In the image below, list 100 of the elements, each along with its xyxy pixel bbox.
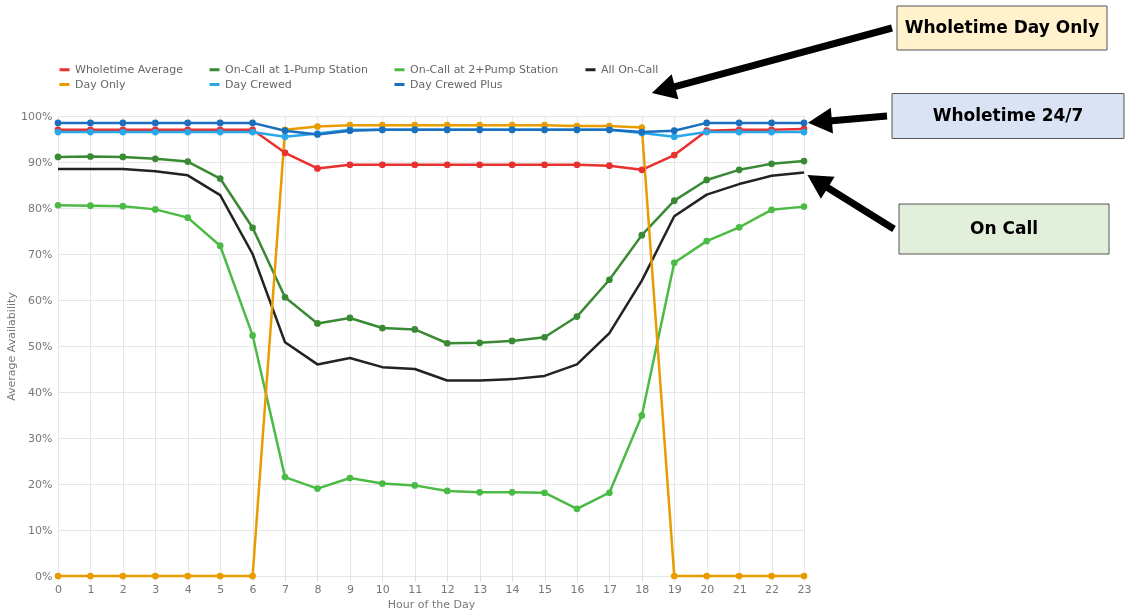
y-tick-label: 30% (28, 431, 53, 445)
y-tick-label: 70% (28, 247, 53, 261)
point (670, 127, 678, 135)
point (54, 153, 62, 161)
point (541, 333, 548, 341)
point (184, 158, 192, 165)
y-tick-label: 20% (28, 477, 53, 491)
point (87, 572, 94, 580)
point (670, 151, 678, 159)
x-tick-label: 14 (505, 582, 520, 596)
point (378, 324, 386, 332)
point (800, 572, 808, 580)
point (87, 202, 94, 210)
x-tick-label: 17 (602, 582, 617, 596)
x-tick-label: 15 (538, 582, 553, 596)
point (119, 572, 127, 580)
x-tick-label: 3 (152, 582, 160, 596)
x-tick-label: 4 (184, 582, 192, 596)
y-tick-label: 100% (21, 109, 53, 123)
point (703, 119, 711, 127)
point (800, 157, 808, 165)
y-tick-label: 0% (35, 569, 53, 583)
point (151, 572, 159, 580)
point (638, 231, 646, 239)
legend-label: Day Crewed (225, 77, 292, 91)
text: On Call (969, 218, 1039, 238)
point (411, 161, 419, 169)
point (411, 482, 419, 489)
point (443, 487, 451, 495)
point (314, 320, 321, 327)
x-tick-label: 23 (797, 582, 812, 596)
point (119, 202, 127, 210)
point (54, 201, 62, 209)
point (476, 339, 484, 347)
point (119, 153, 127, 161)
point (54, 572, 62, 580)
point (411, 326, 419, 333)
point (703, 572, 711, 580)
x-tick-label: 19 (667, 582, 682, 596)
point (346, 474, 354, 482)
point (573, 505, 581, 513)
x-tick-label: 13 (473, 582, 488, 596)
point (573, 161, 581, 169)
point (443, 161, 451, 169)
point (281, 293, 289, 301)
point (346, 314, 354, 322)
x-tick-label: 11 (408, 582, 423, 596)
legend-label: On-Call at 1-Pump Station (225, 62, 368, 76)
x-tick-label: 5 (217, 582, 225, 596)
point (735, 223, 743, 231)
point (151, 119, 159, 127)
x-axis-title: Hour of the Day (387, 597, 476, 611)
point (638, 166, 646, 174)
point (606, 162, 613, 170)
point (281, 473, 289, 481)
y-axis-title: Average Availability (5, 291, 19, 401)
point (768, 160, 775, 168)
point (216, 119, 224, 127)
point (184, 119, 192, 127)
point (249, 119, 256, 127)
legend-label: Wholetime Average (75, 62, 184, 76)
point (768, 119, 775, 127)
point (735, 119, 743, 127)
point (54, 119, 62, 127)
point (800, 203, 808, 210)
x-tick-label: 16 (570, 582, 585, 596)
x-tick-label: 10 (375, 582, 390, 596)
point (670, 197, 678, 204)
x-tick-label: 12 (440, 582, 455, 596)
point (508, 337, 516, 345)
text: Wholetime 24/7 (932, 105, 1084, 125)
point (670, 572, 678, 580)
point (638, 412, 646, 419)
point (314, 123, 321, 130)
point (216, 242, 224, 250)
point (87, 119, 94, 127)
legend-label: On-Call at 2+Pump Station (410, 62, 559, 76)
y-tick-label: 50% (28, 339, 53, 353)
point (184, 214, 192, 222)
point (541, 489, 548, 497)
x-tick-label: 8 (314, 582, 322, 596)
point (378, 161, 386, 169)
y-tick-label: 90% (28, 155, 53, 169)
x-tick-label: 7 (282, 582, 290, 596)
x-tick-label: 0 (55, 582, 62, 596)
x-tick-label: 6 (249, 582, 257, 596)
text: Wholetime Day Only (904, 17, 1100, 37)
point (184, 572, 192, 580)
point (249, 224, 256, 232)
legend-label: Day Only (75, 77, 126, 91)
x-tick-label: 20 (700, 582, 715, 596)
point (281, 149, 289, 157)
point (703, 237, 711, 245)
point (800, 119, 808, 127)
point (346, 161, 354, 169)
point (735, 572, 743, 580)
point (87, 153, 94, 160)
line-series (56, 167, 806, 382)
point (216, 175, 224, 182)
point (508, 488, 516, 496)
